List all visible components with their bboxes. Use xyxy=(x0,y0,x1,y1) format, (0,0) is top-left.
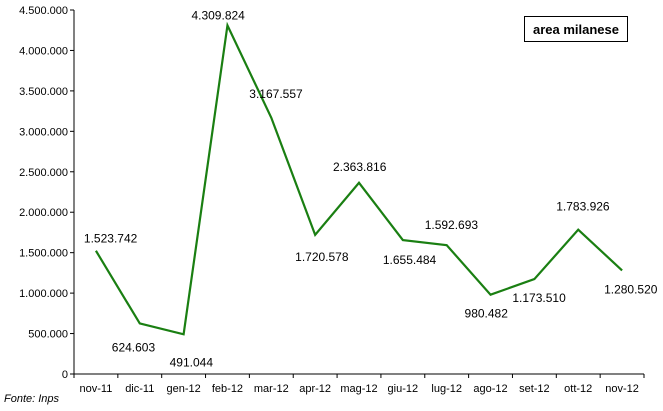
x-tick-label: apr-12 xyxy=(299,383,331,395)
data-label: 4.309.824 xyxy=(191,8,245,22)
x-tick-label: giu-12 xyxy=(388,383,419,395)
data-label: 2.363.816 xyxy=(333,160,387,174)
y-tick-label: 500.000 xyxy=(28,329,68,341)
data-label: 1.783.926 xyxy=(556,200,610,214)
data-label: 1.655.484 xyxy=(383,253,437,267)
data-label: 3.167.557 xyxy=(249,87,303,101)
y-tick-label: 1.500.000 xyxy=(19,248,68,260)
data-labels: 1.523.742 624.603 491.044 4.309.824 3.167.55… xyxy=(84,8,658,369)
y-tick-label: 4.000.000 xyxy=(19,45,68,57)
x-tick-label: mar-12 xyxy=(254,383,289,395)
x-tick-label: lug-12 xyxy=(431,383,462,395)
x-tick-label: nov-12 xyxy=(605,383,639,395)
x-tick-label: dic-11 xyxy=(125,383,154,395)
x-tick-label: ott-12 xyxy=(564,383,592,395)
y-axis-labels: 0 500.000 1.000.000 1.500.000 2.000.000 2.500… xyxy=(19,5,68,381)
data-label: 1.592.693 xyxy=(425,218,479,232)
legend-label: area milanese xyxy=(532,21,619,37)
data-label: 980.482 xyxy=(465,307,509,321)
series-area-milanese xyxy=(94,21,623,336)
data-label: 624.603 xyxy=(112,340,156,354)
y-tick-label: 4.500.000 xyxy=(19,5,68,17)
data-label: 1.173.510 xyxy=(512,291,566,305)
x-tick-label: set-12 xyxy=(519,383,550,395)
data-label: 1.280.520 xyxy=(604,282,658,296)
y-tick-label: 0 xyxy=(62,369,68,381)
data-label: 491.044 xyxy=(170,355,214,369)
x-tick-label: nov-11 xyxy=(80,383,113,395)
series-line xyxy=(94,21,623,336)
x-tick-label: feb-12 xyxy=(212,383,243,395)
data-label: 1.720.578 xyxy=(295,250,349,264)
x-tick-label: gen-12 xyxy=(166,383,200,395)
x-tick-label: ago-12 xyxy=(473,383,507,395)
source-note: Fonte: Inps xyxy=(4,393,60,405)
y-tick-label: 1.000.000 xyxy=(19,288,68,300)
y-tick-label: 2.500.000 xyxy=(19,167,68,179)
data-label: 1.523.742 xyxy=(84,232,138,246)
axes xyxy=(70,9,645,378)
y-tick-label: 3.000.000 xyxy=(19,126,68,138)
y-tick-label: 2.000.000 xyxy=(19,207,68,219)
legend: area milanese xyxy=(524,16,628,42)
y-tick-label: 3.500.000 xyxy=(19,86,68,98)
x-axis-labels: nov-11 dic-11 gen-12 feb-12 mar-12 apr-12 mag-… xyxy=(80,383,639,395)
x-tick-label: mag-12 xyxy=(340,383,377,395)
